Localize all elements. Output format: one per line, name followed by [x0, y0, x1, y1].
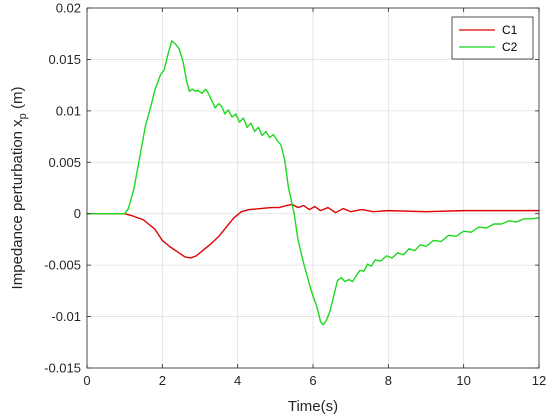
- y-tick-label: -0.005: [44, 258, 81, 273]
- y-tick-label: 0.02: [56, 1, 81, 16]
- axis-ticks: 0 2 4 6 8 10 12 -0.015 -0.01 -0.005 0 0.005 0.01 0.01…: [44, 1, 546, 389]
- y-tick-label: 0.005: [48, 155, 81, 170]
- y-tick-label: 0.01: [56, 103, 81, 118]
- y-axis-label-subscript: p: [17, 113, 29, 119]
- x-tick-label: 0: [83, 373, 90, 388]
- x-tick-label: 8: [385, 373, 392, 388]
- x-tick-label: 6: [309, 373, 316, 388]
- x-tick-label: 12: [532, 373, 546, 388]
- series-line-c1: [86, 203, 540, 259]
- y-tick-label: -0.01: [51, 309, 81, 324]
- legend-label-c1: C1: [502, 23, 518, 37]
- legend-label-c2: C2: [502, 40, 518, 54]
- y-tick-label: 0.015: [48, 52, 81, 67]
- x-tick-label: 4: [234, 373, 241, 388]
- legend-box: [451, 16, 534, 60]
- y-axis-label-unit: (m): [9, 87, 26, 114]
- series-line-c2: [86, 40, 540, 326]
- x-axis-label: Time(s): [288, 398, 338, 415]
- y-axis-label: Impedance perturbation xp (m): [9, 87, 29, 290]
- y-tick-label: -0.015: [44, 361, 81, 376]
- legend: C1 C2: [451, 16, 534, 60]
- x-tick-label: 10: [456, 373, 470, 388]
- y-tick-label: 0: [74, 206, 81, 221]
- x-tick-label: 2: [159, 373, 166, 388]
- y-axis-label-main: Impedance perturbation x: [9, 119, 26, 290]
- series-lines: [86, 40, 540, 326]
